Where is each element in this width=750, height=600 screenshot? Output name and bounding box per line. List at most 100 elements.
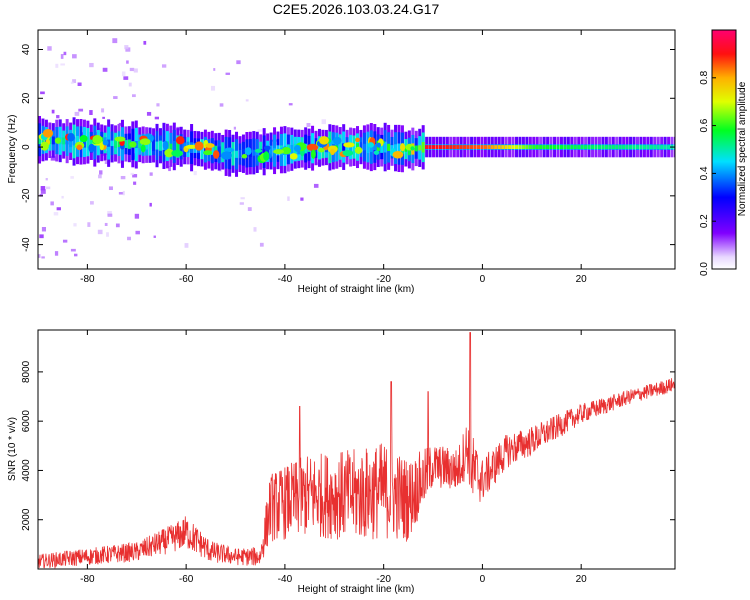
heatmap-cell [490,145,494,150]
heatmap-speckle [306,123,311,127]
heatmap-cell [649,145,653,150]
heatmap-blob [164,148,174,158]
heatmap-blob [342,149,354,157]
x-tick-label: 20 [576,574,588,585]
heatmap-cell [362,143,366,151]
heatmap-cell [549,145,553,150]
heatmap-cell [432,145,436,150]
heatmap-blob [310,149,316,159]
heatmap-blob [67,133,75,142]
snr-x-ticks: -80 -60 -40 -20 0 20 [80,330,587,585]
heatmap-blob [330,148,335,155]
heatmap-cell [89,138,93,147]
heatmap-speckle [112,38,118,44]
heatmap-speckle [156,103,160,107]
heatmap-speckle [153,235,156,238]
heatmap-cell [235,150,239,158]
heatmap-speckle [288,103,293,106]
heatmap-cell [459,145,463,150]
heatmap-speckle [133,68,138,73]
heatmap-speckle [38,254,41,258]
heatmap-cell [65,137,69,145]
heatmap-cell [221,147,225,157]
heatmap-cell [604,145,608,150]
heatmap-cell [387,143,391,152]
heatmap-blob [54,137,61,144]
heatmap-cell [373,144,377,151]
heatmap-cell [556,145,560,150]
heatmap-cell [114,139,118,148]
heatmap-speckle [40,189,46,194]
heatmap-cell [110,140,114,147]
heatmap-cell [601,145,605,150]
heatmap-speckle [245,99,249,102]
x-tick-label: -80 [80,574,95,585]
heatmap-cell [497,145,501,150]
heatmap-cell [528,145,532,150]
heatmap-cell [421,142,425,153]
heatmap-speckle [124,45,129,50]
heatmap-blob [354,146,363,154]
x-tick-label: -60 [179,274,194,285]
heatmap-cell [625,145,629,150]
heatmap-cell [656,145,660,150]
heatmap-cell [632,145,636,150]
heatmap-blob [392,150,404,159]
heatmap-cell [611,145,615,150]
y-tick-label: 40 [21,44,32,56]
heatmap-cell [76,135,80,148]
y-tick-label: -20 [21,188,32,203]
heatmap-speckle [143,40,147,45]
x-tick-label: -80 [80,274,95,285]
snr-y-label: SNR (10 * v/v) [7,417,18,481]
heatmap-speckle [41,226,47,232]
heatmap-cell [532,145,536,150]
heatmap-cell [79,138,83,145]
heatmap-speckle [72,54,77,59]
heatmap-cell [217,146,221,158]
heatmap-cell [449,145,453,150]
heatmap-speckle [247,207,252,211]
colorbar-label: Normalized spectral amplitude [737,81,748,216]
heatmap-cell [508,145,512,150]
heatmap-speckle [78,108,84,112]
heatmap-cell [629,145,633,150]
heatmap-cell [494,145,498,150]
heatmap-cell [51,136,55,145]
heatmap-cell [445,145,449,150]
heatmap-cell [359,142,363,152]
heatmap-cell [663,145,667,150]
spectrogram-panel: -80 -60 -40 -20 0 20 -40 -20 0 20 40 Height of st… [7,29,676,295]
heatmap-cell [241,148,245,159]
y-tick-label: 20 [21,92,32,104]
heatmap-cell [515,145,519,150]
y-tick-label: 0 [21,144,32,150]
heatmap-cell [642,145,646,150]
heatmap-speckle [45,178,48,181]
heatmap-speckle [87,222,91,227]
heatmap-cell [525,145,529,150]
heatmap-cell [152,139,156,152]
heatmap-cells [38,38,675,259]
heatmap-speckle [253,227,257,232]
x-tick-label: -40 [278,274,293,285]
y-tick-label: 8000 [21,360,32,383]
x-tick-label: -60 [179,574,194,585]
heatmap-speckle [89,110,93,116]
heatmap-blob [88,143,95,153]
heatmap-cell [117,140,121,148]
heatmap-speckle [108,186,113,191]
heatmap-cell [635,145,639,150]
heatmap-blob [373,150,380,155]
heatmap-blob [220,151,232,160]
spectrogram-y-label: Frequency (Hz) [7,115,18,184]
heatmap-speckle [70,248,76,252]
heatmap-blob [185,144,198,149]
heatmap-cell [266,147,270,156]
heatmap-speckle [259,242,264,247]
heatmap-speckle [40,186,46,191]
heatmap-cell [466,145,470,150]
heatmap-blob [319,136,329,145]
heatmap-speckle [74,111,80,116]
heatmap-speckle [149,202,152,207]
